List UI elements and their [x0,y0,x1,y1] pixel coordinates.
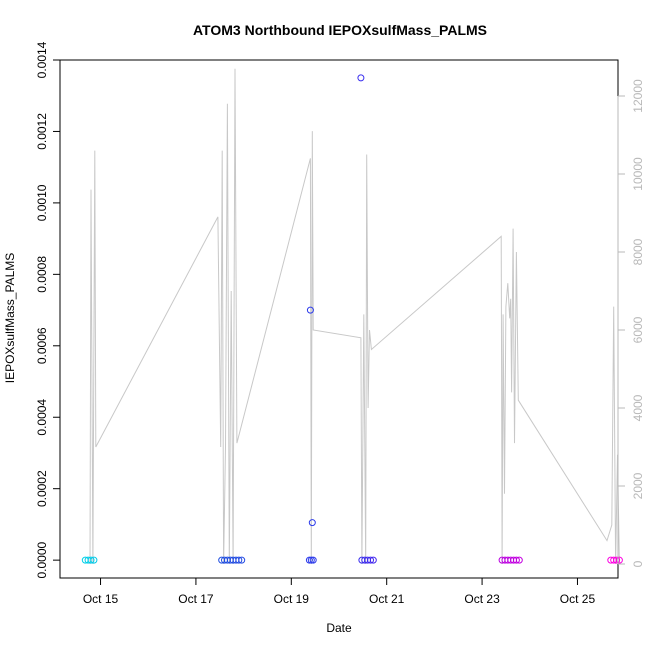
left-axis: 0.0000 0.0002 0.0004 0.0006 0.0008 0.0010 0.00… [35,41,61,578]
y-tick-label: 0.0004 [35,399,49,436]
data-point [367,556,374,564]
series-line [89,68,620,565]
y-axis-label: IEPOXsulfMass_PALMS [3,253,17,384]
x-tick-label: Oct 15 [83,592,119,606]
data-point [238,556,246,564]
right-axis: 0 2000 4000 6000 8000 10000 12000 [617,79,645,567]
data-point [515,556,523,564]
y-right-tick-label: 2000 [631,472,645,499]
line-layer [89,68,620,565]
data-point [307,556,315,564]
y-tick-label: 0.0014 [35,41,49,78]
x-tick-label: Oct 17 [178,592,214,606]
chart-title: ATOM3 Northbound IEPOXsulfMass_PALMS [193,22,487,38]
y-tick-label: 0.0008 [35,256,49,293]
data-point [512,556,520,564]
y-right-tick-label: 10000 [631,157,645,191]
data-point [309,556,317,564]
x-tick-label: Oct 21 [369,592,405,606]
data-point [235,556,243,564]
data-point [357,74,365,82]
y-right-tick-label: 8000 [631,238,645,265]
bottom-axis: Oct 15 Oct 17 Oct 19 Oct 21 Oct 23 Oct 25 [83,577,596,606]
y-right-tick-label: 0 [631,560,645,567]
y-tick-label: 0.0000 [35,541,49,578]
data-point [305,556,313,564]
y-right-tick-label: 4000 [631,394,645,421]
point-layer [81,74,623,564]
data-point [306,306,314,314]
data-point [308,519,316,527]
y-right-tick-label: 12000 [631,79,645,113]
data-point [613,556,621,564]
x-tick-label: Oct 25 [560,592,596,606]
y-tick-label: 0.0012 [35,113,49,150]
data-point [615,556,623,564]
x-tick-label: Oct 19 [274,592,310,606]
y-tick-label: 0.0010 [35,184,49,221]
data-point [90,556,98,564]
x-axis-label: Date [326,621,352,635]
x-tick-label: Oct 23 [464,592,500,606]
y-right-tick-label: 6000 [631,316,645,343]
data-point [87,556,95,564]
data-point [369,556,377,564]
y-tick-label: 0.0006 [35,327,49,364]
y-tick-label: 0.0002 [35,470,49,507]
